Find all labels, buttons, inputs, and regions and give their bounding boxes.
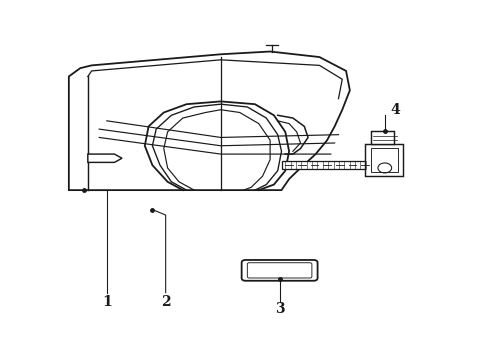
Text: 1: 1	[102, 296, 112, 309]
FancyBboxPatch shape	[371, 148, 398, 172]
FancyBboxPatch shape	[242, 260, 318, 281]
Text: 3: 3	[275, 302, 284, 316]
Text: 2: 2	[161, 296, 171, 309]
Polygon shape	[69, 51, 350, 190]
Polygon shape	[88, 154, 122, 162]
Polygon shape	[281, 161, 380, 169]
FancyBboxPatch shape	[365, 144, 403, 176]
Text: 4: 4	[391, 103, 400, 117]
FancyBboxPatch shape	[371, 131, 393, 144]
FancyBboxPatch shape	[247, 263, 312, 278]
